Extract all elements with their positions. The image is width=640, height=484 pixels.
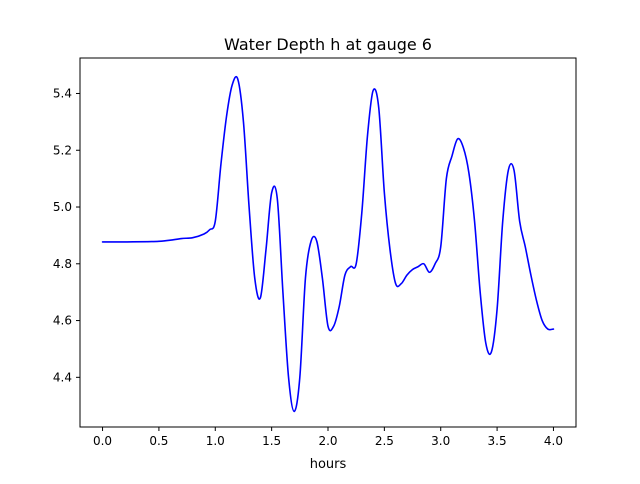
y-tick-label: 5.0 <box>53 200 72 214</box>
y-tick-label: 4.8 <box>53 257 72 271</box>
y-tick-label: 5.2 <box>53 143 72 157</box>
y-tick-label: 4.4 <box>53 370 72 384</box>
x-tick-label: 1.0 <box>206 434 225 448</box>
x-tick-label: 2.5 <box>375 434 394 448</box>
x-tick-label: 0.0 <box>93 434 112 448</box>
x-tick-label: 1.5 <box>262 434 281 448</box>
x-tick-label: 3.0 <box>431 434 450 448</box>
x-tick-label: 2.0 <box>318 434 337 448</box>
chart-title: Water Depth h at gauge 6 <box>224 35 432 54</box>
x-axis-label: hours <box>310 457 347 472</box>
series-layer <box>101 75 555 413</box>
y-axis: 4.4 4.6 4.8 5.0 5.2 5.4 <box>53 86 80 384</box>
x-tick-label: 4.0 <box>544 434 563 448</box>
x-axis: 0.0 0.5 1.0 1.5 2.0 2.5 3.0 3.5 4.0 <box>93 427 563 448</box>
y-tick-label: 4.6 <box>53 314 72 328</box>
y-tick-label: 5.4 <box>53 86 72 100</box>
x-tick-label: 0.5 <box>149 434 168 448</box>
x-tick-label: 3.5 <box>488 434 507 448</box>
series-line-0 <box>101 75 555 413</box>
